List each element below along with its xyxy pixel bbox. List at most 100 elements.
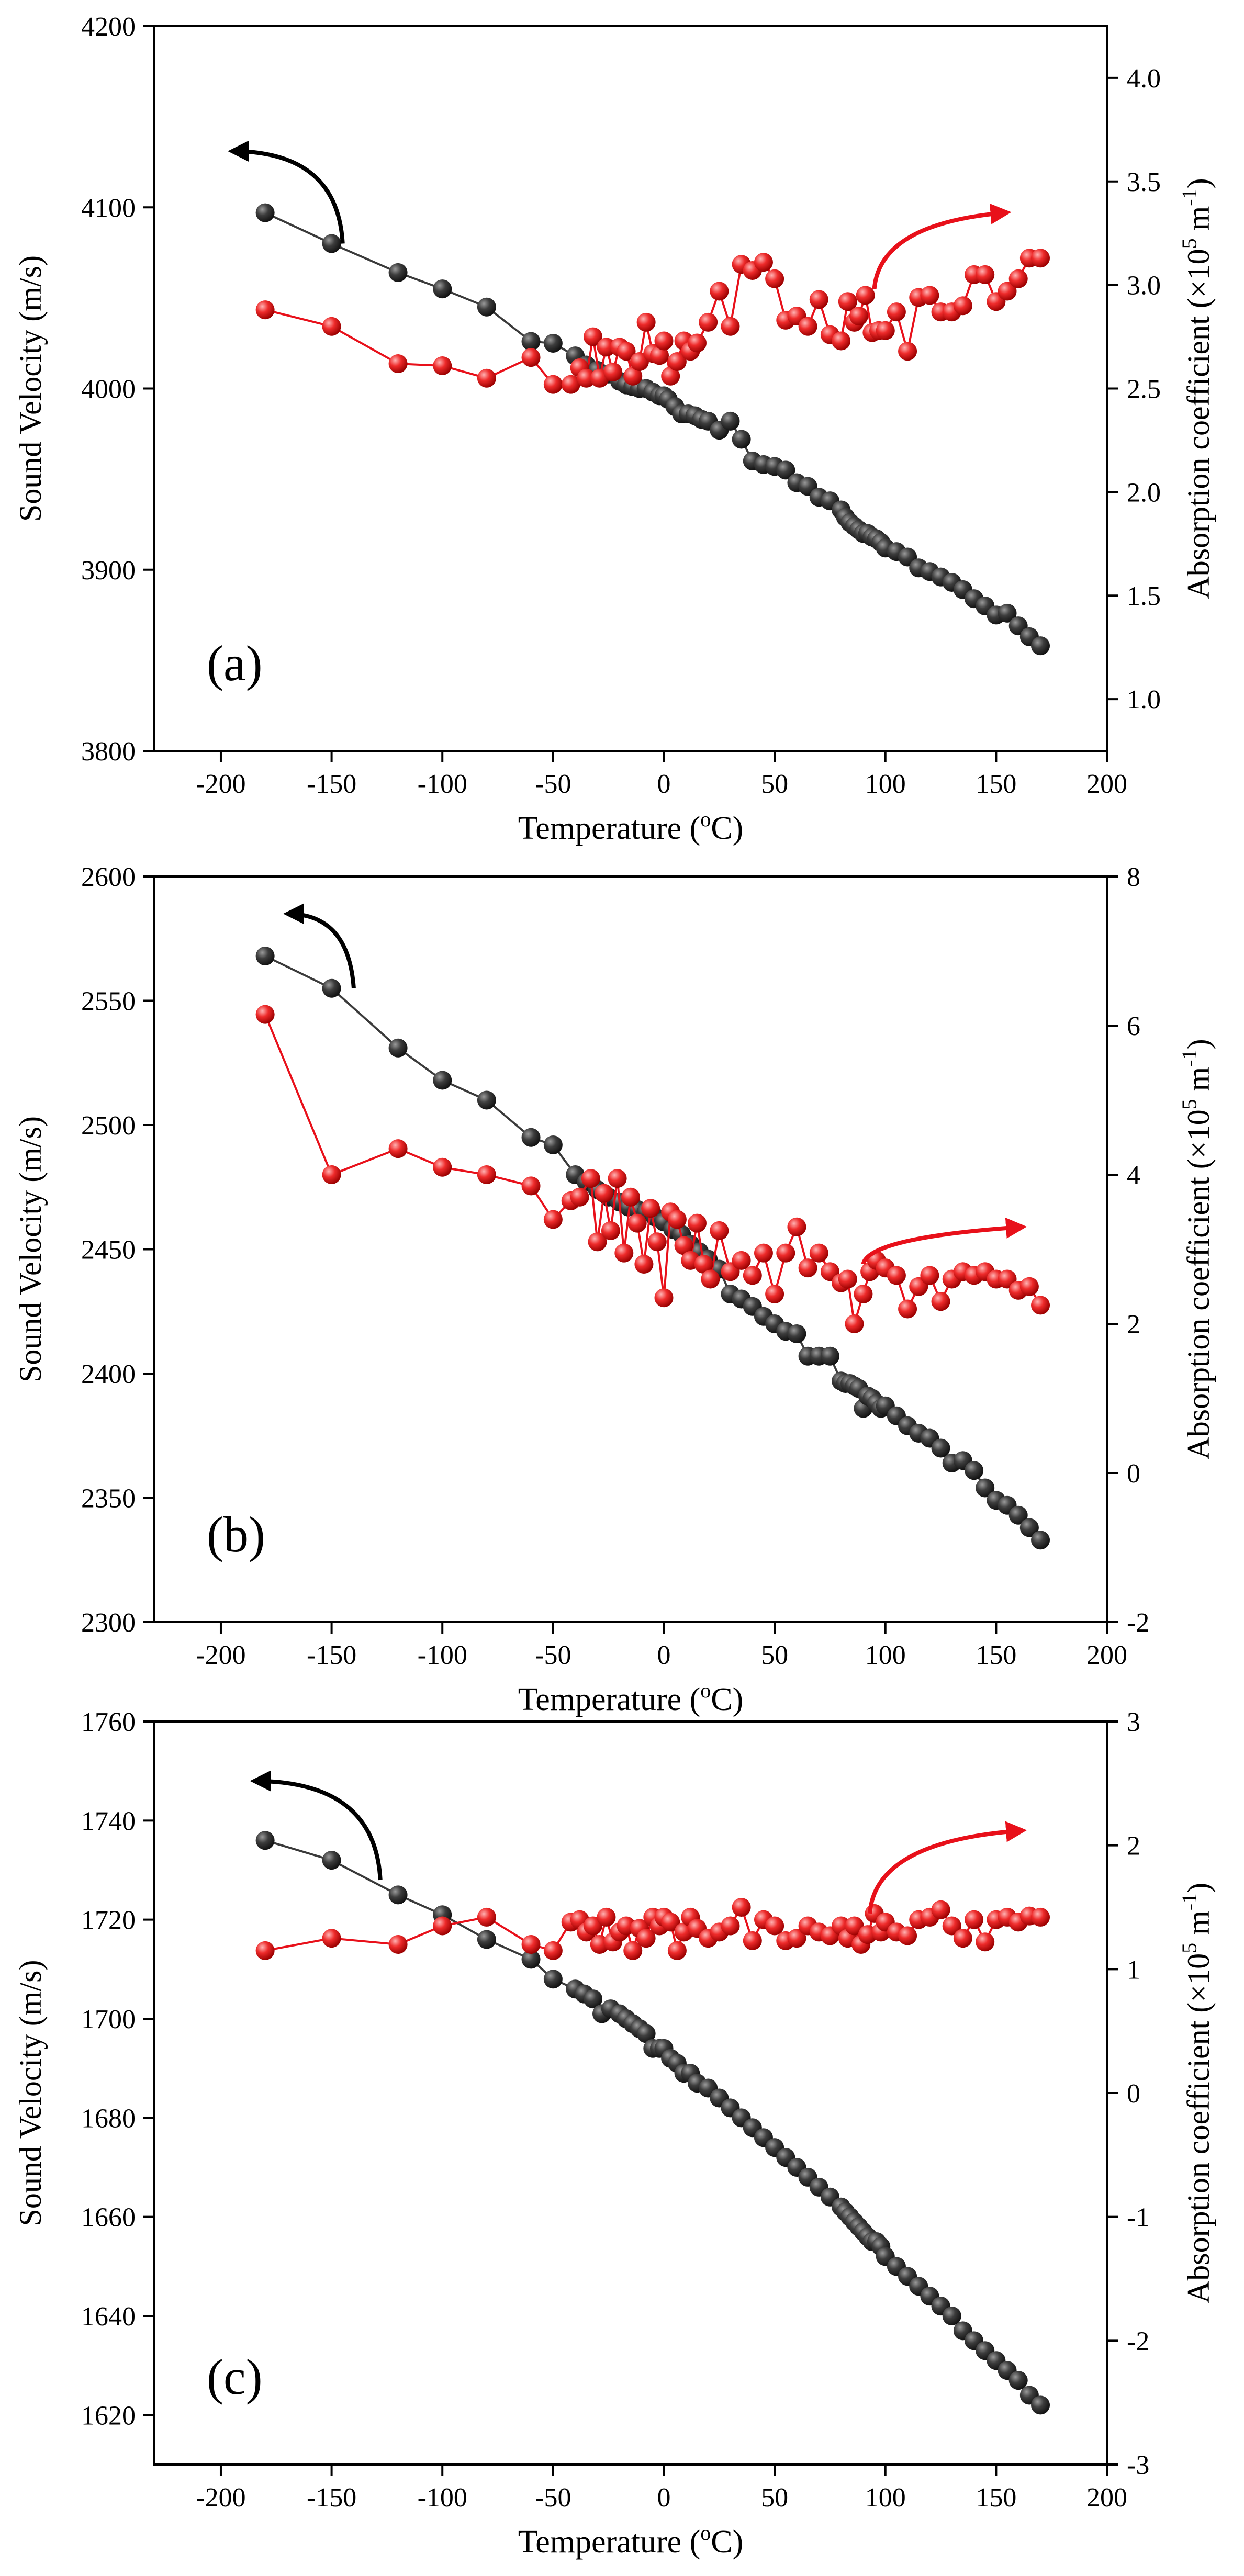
series-absorption-coefficient — [255, 249, 1050, 394]
y-right-axis-label-part: -1 — [1178, 1893, 1201, 1910]
x-tick-label: 50 — [761, 769, 788, 799]
sound-velocity-point — [521, 1128, 541, 1147]
absorption-point — [809, 290, 828, 309]
y-right-axis-label-part: -1 — [1178, 188, 1201, 206]
y-left-tick-label: 2550 — [81, 987, 136, 1017]
y-right-tick-label: 2.5 — [1127, 375, 1161, 404]
absorption-point — [661, 366, 680, 386]
y-right-tick-label: 3.5 — [1127, 167, 1161, 197]
x-tick-label: 0 — [657, 769, 670, 799]
sound-velocity-point — [776, 460, 795, 480]
sound-velocity-point — [1008, 2371, 1028, 2390]
y-left-tick-label: 4200 — [81, 12, 136, 42]
sound-velocity-point — [543, 1970, 563, 1989]
absorption-point — [898, 1926, 917, 1945]
absorption-point — [976, 1932, 995, 1952]
absorption-point — [617, 342, 636, 361]
x-axis-label: Temperature (oC) — [518, 1679, 744, 1717]
x-tick-label: -100 — [418, 1640, 467, 1670]
sound-velocity-point — [388, 1038, 408, 1058]
absorption-point — [953, 1929, 972, 1948]
sound-velocity-point — [636, 2024, 656, 2043]
y-right-tick-label: 6 — [1127, 1011, 1140, 1041]
absorption-point — [650, 346, 669, 365]
sound-velocity-point — [732, 430, 751, 449]
y-right-axis-label-part: m — [1181, 206, 1216, 239]
y-right-axis-label: Absorption coefficient (×105 m-1) — [1178, 178, 1216, 599]
x-axis-label-tail: C) — [711, 1682, 743, 1717]
absorption-point — [636, 1929, 656, 1948]
y-right-axis-label-part: 5 — [1178, 238, 1201, 249]
y-right-axis-label: Absorption coefficient (×105 m-1) — [1178, 1883, 1216, 2303]
absorption-point — [477, 1165, 496, 1184]
absorption-point — [694, 1255, 713, 1274]
absorption-point — [1031, 1907, 1050, 1927]
y-left-axis-label: Sound Velocity (m/s) — [13, 1116, 48, 1382]
x-axis-label-sup: o — [700, 2521, 711, 2545]
y-right-tick-label: 0 — [1127, 2079, 1140, 2109]
x-tick-label: 100 — [865, 2483, 906, 2513]
x-tick-label: -150 — [307, 769, 356, 799]
y-right-tick-label: 2 — [1127, 1310, 1140, 1340]
x-tick-label: -150 — [307, 2483, 356, 2513]
absorption-point — [699, 312, 718, 332]
x-tick-label: -100 — [418, 769, 467, 799]
y-right-axis-label-part: ) — [1181, 178, 1216, 188]
absorption-point — [581, 1169, 600, 1188]
y-left-tick-label: 3900 — [81, 556, 136, 586]
arrow-right-axis-indicator — [861, 1217, 1027, 1265]
y-left-tick-label: 2600 — [81, 862, 136, 892]
sound-velocity-point — [543, 1135, 563, 1154]
x-tick-label: 100 — [865, 1640, 906, 1670]
absorption-point — [667, 1210, 687, 1229]
sound-velocity-point — [820, 1346, 839, 1366]
sound-velocity-point — [721, 411, 740, 431]
plot-frame — [153, 1720, 1108, 2466]
sound-velocity-point — [998, 603, 1017, 623]
sound-velocity-point — [787, 1324, 806, 1343]
chart-panel-3: -200 -150 -100 -50 0 50 100 150 2001620164016601… — [13, 1707, 1216, 2560]
y-left-axis-label: Sound Velocity (m/s) — [13, 255, 48, 522]
sound-velocity-point — [1031, 636, 1050, 656]
absorption-point — [634, 1255, 654, 1274]
y-left-tick-label: 1700 — [81, 2005, 136, 2034]
sound-velocity-point — [433, 1071, 452, 1090]
x-tick-label: -50 — [535, 769, 571, 799]
sound-velocity-point — [1008, 1505, 1028, 1525]
y-right-axis-label-part: Absorption coefficient (×10 — [1181, 1953, 1216, 2303]
y-left-tick-label: 4100 — [81, 193, 136, 223]
absorption-point — [920, 286, 939, 305]
absorption-point — [433, 356, 452, 375]
x-tick-label: 150 — [976, 769, 1016, 799]
absorption-point — [732, 1898, 751, 1917]
absorption-point — [710, 282, 729, 301]
y-right-axis-label-part: m — [1181, 1067, 1216, 1099]
sound-velocity-line — [264, 211, 1041, 647]
absorption-point — [838, 292, 857, 311]
absorption-point — [754, 253, 773, 272]
absorption-point — [765, 269, 784, 288]
sound-velocity-point — [322, 234, 341, 253]
x-axis-label-text: Temperature ( — [518, 1682, 701, 1717]
absorption-point — [854, 1285, 873, 1303]
y-right-tick-label: 1.0 — [1127, 685, 1161, 715]
x-tick-label: 150 — [976, 1640, 1016, 1670]
y-left-tick-label: 1680 — [81, 2103, 136, 2133]
y-left-tick-label: 4000 — [81, 375, 136, 404]
y-right-axis-label-part: ) — [1181, 1883, 1216, 1893]
x-axis-label-sup: o — [700, 807, 711, 831]
absorption-point — [521, 1176, 541, 1196]
y-left-tick-label: 1760 — [81, 1707, 136, 1737]
series-sound-velocity — [255, 1831, 1050, 2415]
absorption-point — [743, 1266, 762, 1285]
y-right-tick-label: 8 — [1127, 862, 1140, 892]
y-left-tick-label: 1660 — [81, 2203, 136, 2233]
y-left-tick-label: 2500 — [81, 1111, 136, 1141]
x-tick-label: -200 — [196, 1640, 245, 1670]
absorption-point — [942, 1916, 961, 1936]
sound-velocity-point — [388, 263, 408, 282]
y-left-tick-label: 2400 — [81, 1359, 136, 1389]
y-left-tick-label: 2350 — [81, 1484, 136, 1514]
absorption-point — [388, 1139, 408, 1158]
absorption-point — [754, 1243, 773, 1263]
